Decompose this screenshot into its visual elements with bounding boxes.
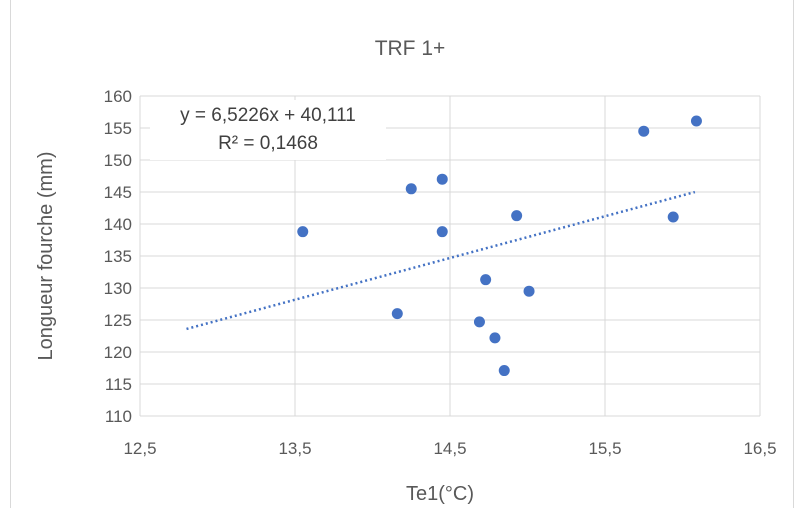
y-tick-label: 125	[104, 311, 132, 330]
x-tick-label: 15,5	[588, 439, 621, 458]
data-points	[297, 115, 702, 377]
y-axis-label: Longueur fourche (mm)	[35, 152, 57, 361]
data-point	[638, 125, 650, 137]
y-tick-label: 135	[104, 247, 132, 266]
data-point	[489, 332, 501, 344]
y-tick-label: 160	[104, 87, 132, 106]
x-tick-label: 14,5	[433, 439, 466, 458]
y-tick-label: 120	[104, 343, 132, 362]
data-point	[498, 365, 510, 377]
y-axis-ticks: 110 115 120 125 130 135 140 145 150 155 160	[104, 87, 132, 426]
y-tick-label: 110	[105, 407, 132, 426]
data-point	[436, 226, 448, 238]
y-tick-label: 145	[104, 183, 132, 202]
y-tick-label: 115	[105, 375, 132, 394]
data-point	[667, 211, 679, 223]
data-point	[436, 173, 448, 185]
data-point	[523, 285, 535, 297]
data-point	[297, 226, 309, 238]
data-point	[511, 210, 523, 222]
data-point	[391, 308, 403, 320]
x-axis-ticks: 12,5 13,5 14,5 15,5 16,5	[123, 439, 776, 458]
data-point	[405, 183, 417, 195]
trendline	[186, 190, 696, 331]
y-tick-label: 155	[104, 119, 132, 138]
y-tick-label: 150	[104, 151, 132, 170]
x-tick-label: 16,5	[743, 439, 776, 458]
grid-lines	[139, 95, 761, 417]
chart-frame	[10, 0, 794, 508]
r-squared-label: R² = 0,1468	[218, 133, 318, 154]
equation-box	[150, 100, 386, 160]
y-tick-label: 140	[104, 215, 132, 234]
x-tick-label: 12,5	[123, 439, 156, 458]
data-point	[473, 316, 485, 328]
x-tick-label: 13,5	[278, 439, 311, 458]
chart-title: TRF 1+	[375, 37, 446, 60]
data-point	[690, 115, 702, 127]
x-axis-label: Te1(°C)	[406, 483, 474, 505]
data-point	[480, 274, 492, 286]
y-tick-label: 130	[104, 279, 132, 298]
trendline-equation: y = 6,5226x + 40,111	[180, 105, 356, 126]
